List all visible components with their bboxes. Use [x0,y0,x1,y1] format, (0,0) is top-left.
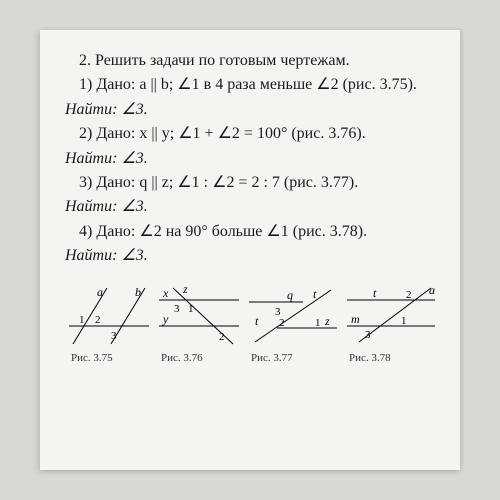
fig3-n2: 2 [279,317,285,329]
p3-find: Найти: ∠3. [65,196,435,218]
fig3-n1: 1 [315,317,321,329]
fig2-n1: 1 [188,303,194,315]
fig4-m: m [351,312,360,326]
fig2-n2: 2 [219,331,225,343]
p4-given: 4) Дано: ∠2 на 90° больше ∠1 (рис. 3.78)… [79,221,435,243]
figure-3-77: q z t t 3 2 1 Рис. 3.77 [245,282,341,364]
fig3-caption: Рис. 3.77 [251,352,293,364]
p4-find: Найти: ∠3. [65,245,435,267]
figures-row: a b 1 2 3 Рис. 3.75 x y z 3 1 2 Рис. 3.7… [65,282,435,364]
fig1-a: a [97,285,103,299]
fig4-caption: Рис. 3.78 [349,352,391,364]
fig4-t: t [373,286,377,300]
fig2-caption: Рис. 3.76 [161,352,203,364]
fig2-n3: 3 [174,303,180,315]
fig3-z: z [324,314,330,328]
fig2-x: x [162,286,169,300]
fig1-n1: 1 [79,314,85,326]
fig1-n3: 3 [111,330,117,342]
fig4-n1: 1 [401,315,407,327]
fig1-n2: 2 [95,314,101,326]
p2-find: Найти: ∠3. [65,148,435,170]
figure-3-76: x y z 3 1 2 Рис. 3.76 [155,282,243,364]
p1a-text: 1) Дано: a || b; ∠1 в 4 раза меньше ∠2 (… [79,76,417,93]
fig1-svg: a b 1 2 3 [65,282,153,350]
fig1-caption: Рис. 3.75 [71,352,113,364]
fig3-svg: q z t t 3 2 1 [245,282,341,350]
fig1-b: b [135,285,141,299]
figure-3-78: t m a 2 1 3 Рис. 3.78 [343,282,439,364]
p1-find: Найти: ∠3. [65,99,435,121]
fig3-t: t [313,287,317,301]
fig2-y: y [162,312,169,326]
fig4-a: a [429,283,435,297]
p3-given: 3) Дано: q || z; ∠1 : ∠2 = 2 : 7 (рис. 3… [79,172,435,194]
p1-given: 1) Дано: a || b; ∠1 в 4 раза меньше ∠2 (… [79,74,435,96]
fig3-q: q [287,288,293,302]
page: 2. Решить задачи по готовым чертежам. 1)… [40,30,460,470]
p2-given: 2) Дано: x || y; ∠1 + ∠2 = 100° (рис. 3.… [79,123,435,145]
fig4-svg: t m a 2 1 3 [343,282,439,350]
fig4-n3: 3 [365,329,371,341]
figure-3-75: a b 1 2 3 Рис. 3.75 [65,282,153,364]
fig3-t2: t [255,314,259,328]
fig2-z: z [182,282,188,296]
fig4-n2: 2 [406,289,412,301]
fig2-svg: x y z 3 1 2 [155,282,243,350]
header: 2. Решить задачи по готовым чертежам. [79,50,435,72]
